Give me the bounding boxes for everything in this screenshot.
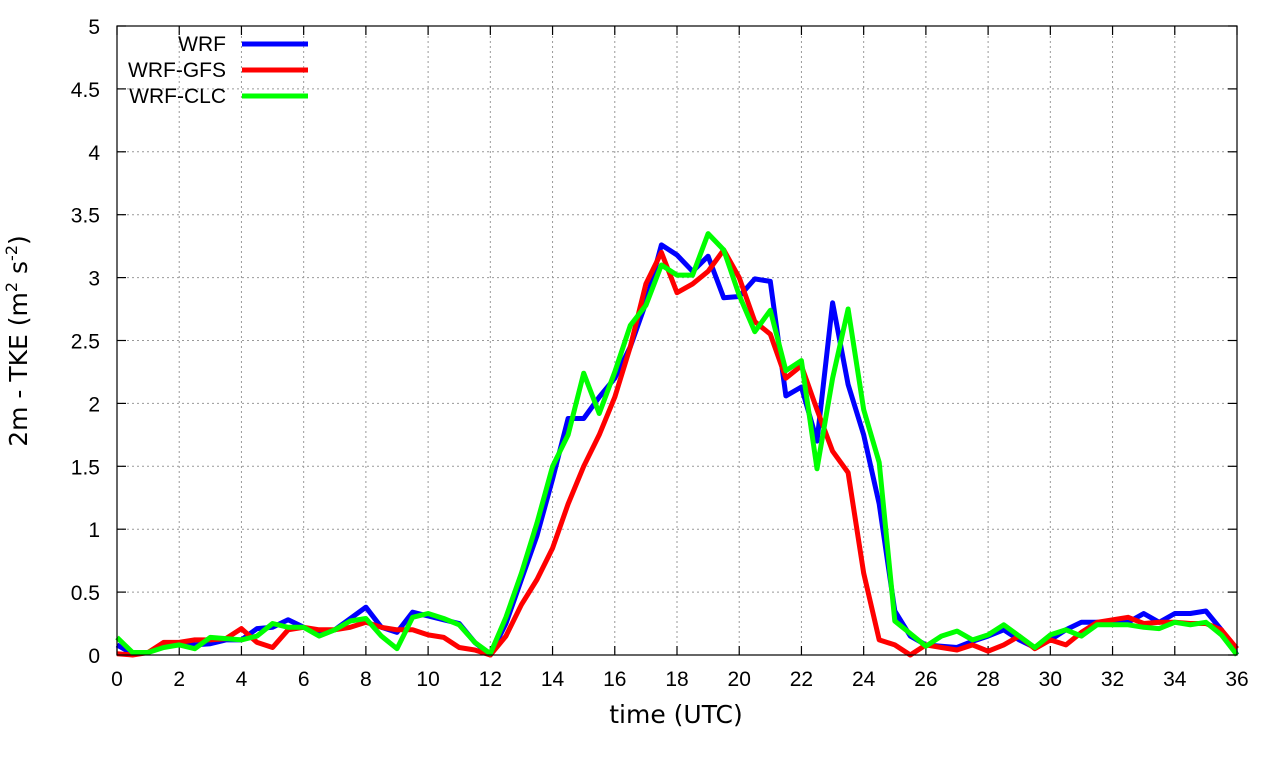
x-tick-label: 34 (1163, 668, 1187, 691)
x-tick-label: 2 (173, 668, 185, 691)
y-tick-label: 0.5 (71, 582, 100, 605)
x-tick-label: 16 (603, 668, 626, 691)
y-tick-labels: 0 0.5 1 1.5 2 2.5 3 3.5 4 4.5 5 (71, 16, 101, 668)
x-tick-label: 28 (976, 668, 999, 691)
x-tick-label: 12 (479, 668, 502, 691)
series-line-wrf-clc (115, 231, 1239, 657)
legend-label-wrf: WRF (178, 33, 226, 56)
series-lines (115, 231, 1240, 658)
grid (116, 25, 1238, 656)
x-tick-label: 22 (790, 668, 813, 691)
x-axis-title: time (UTC) (609, 700, 743, 729)
x-tick-label: 20 (728, 668, 751, 691)
y-tick-label: 2.5 (71, 331, 100, 354)
x-tick-label: 10 (416, 668, 439, 691)
x-tick-label: 24 (852, 668, 876, 691)
x-tick-labels: 0 2 4 6 8 10 12 14 16 18 20 22 24 26 28 30 32 34 36 (111, 668, 1249, 691)
plot-frame (116, 25, 1238, 656)
x-tick-label: 30 (1039, 668, 1062, 691)
x-tick-label: 32 (1101, 668, 1124, 691)
y-tick-label: 2 (88, 393, 100, 416)
x-tick-label: 26 (914, 668, 937, 691)
legend: WRF WRF-GFS WRF-CLC (128, 33, 308, 108)
y-axis-title: 2m - TKE (m2 s-2) (2, 235, 33, 447)
y-tick-label: 1.5 (71, 456, 100, 479)
x-tick-label: 4 (236, 668, 248, 691)
x-tick-label: 0 (111, 668, 123, 691)
y-tick-label: 3 (88, 268, 100, 291)
y-tick-label: 4.5 (71, 79, 100, 102)
x-tick-label: 8 (360, 668, 372, 691)
y-tick-label: 5 (88, 16, 100, 39)
y-tick-label: 1 (88, 519, 100, 542)
y-tick-label: 4 (88, 142, 100, 165)
legend-label-wrf-clc: WRF-CLC (129, 85, 226, 108)
x-tick-label: 36 (1225, 668, 1248, 691)
x-tick-label: 18 (665, 668, 688, 691)
x-tick-label: 14 (541, 668, 565, 691)
x-tick-label: 6 (298, 668, 310, 691)
y-tick-label: 0 (88, 645, 100, 668)
legend-label-wrf-gfs: WRF-GFS (128, 59, 226, 82)
y-tick-label: 3.5 (71, 205, 100, 228)
